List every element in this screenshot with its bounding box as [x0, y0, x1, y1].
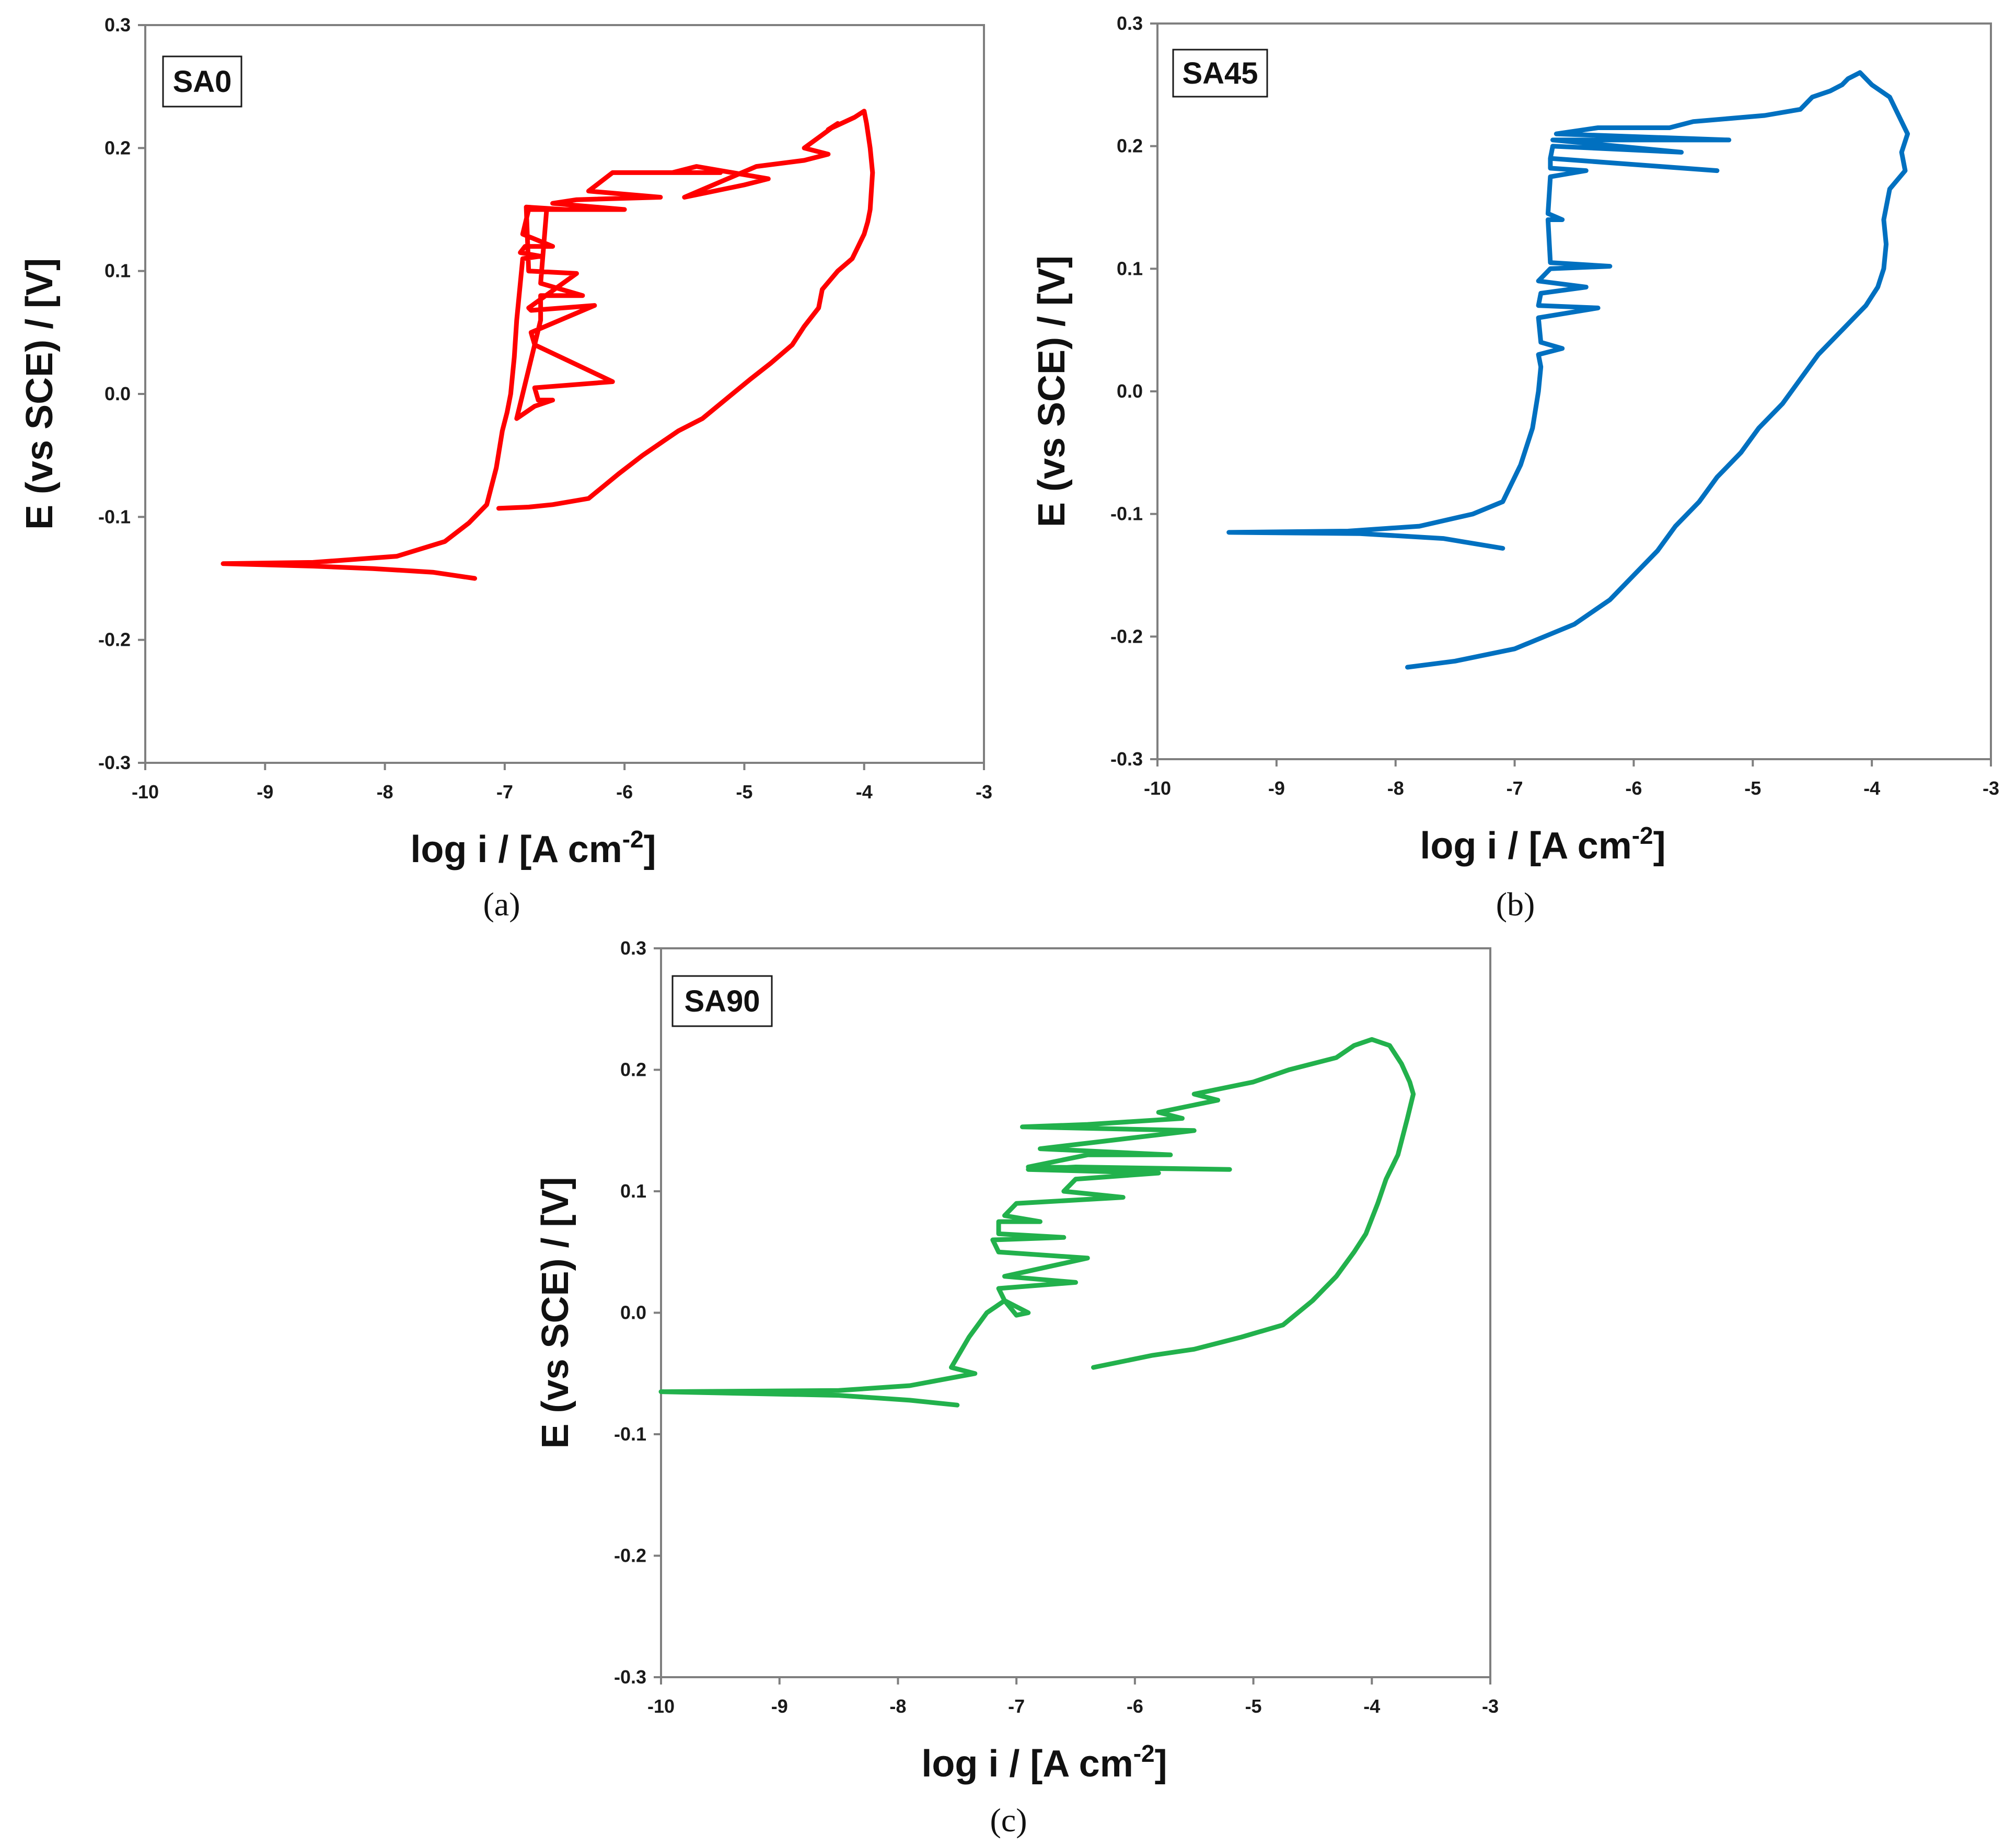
x-tick-label: -3: [1482, 1695, 1499, 1717]
x-tick-label: -8: [1387, 777, 1404, 799]
sample-tag: SA0: [173, 65, 232, 99]
sample-tag: SA45: [1182, 56, 1258, 90]
x-tick-label: -10: [132, 781, 159, 803]
x-tick-label: -4: [856, 781, 873, 803]
panel-b: -10 -9 -8 -7 -6 -5 -4 -3 -0.3 -0.2 -0.1 0.0 0.1 0.2 0.…: [1031, 13, 1999, 923]
y-tick-label: -0.2: [614, 1545, 646, 1566]
sample-tag-box: [671, 975, 773, 1027]
x-axis-label: log i / [A cm-2]: [921, 1740, 1167, 1785]
y-tick-label: -0.2: [1110, 625, 1143, 647]
y-tick-label: 0.3: [105, 14, 131, 36]
panel-caption: (a): [483, 886, 520, 923]
panel-c: -10 -9 -8 -7 -6 -5 -4 -3 -0.3 -0.2 -0.1 0.0 0.1 0.2 0.…: [535, 937, 1499, 1839]
x-tick-label: -5: [1245, 1695, 1262, 1717]
panel-caption: (b): [1496, 886, 1535, 923]
y-tick-label: 0.3: [620, 937, 646, 959]
panel-caption: (c): [990, 1802, 1027, 1839]
x-tick-label: -5: [1744, 777, 1761, 799]
y-tick-label: 0.2: [620, 1059, 646, 1081]
y-tick-label: -0.3: [614, 1666, 646, 1688]
y-tick-label: 0.2: [1117, 135, 1143, 157]
sample-tag-box: [1172, 49, 1268, 98]
x-tick-label: -7: [496, 781, 513, 803]
x-tick-label: -10: [647, 1695, 675, 1717]
series-line-sa0: [221, 109, 875, 581]
x-tick-label: -8: [377, 781, 393, 803]
sample-tag-box: [162, 55, 242, 108]
x-axis-label: log i / [A cm-2]: [1420, 822, 1665, 867]
y-tick-label: 0.3: [1117, 13, 1143, 34]
x-tick-label: -4: [1863, 777, 1880, 799]
x-tick-label: -10: [1144, 777, 1171, 799]
y-tick-label: 0.1: [1117, 258, 1143, 279]
sample-tag: SA90: [684, 984, 760, 1018]
x-tick-label: -5: [736, 781, 752, 803]
y-axis-label: E (vs SCE) / [V]: [1031, 255, 1073, 527]
y-axis-label: E (vs SCE) / [V]: [535, 1177, 576, 1448]
x-tick-label: -6: [1127, 1695, 1143, 1717]
panel-a: -10 -9 -8 -7 -6 -5 -4 -3 -0.3 -0.2 -0.1 0.0 0.1 0.2 0.…: [19, 14, 992, 923]
x-tick-label: -6: [1625, 777, 1642, 799]
y-tick-label: -0.3: [98, 752, 131, 773]
x-tick-label: -9: [771, 1695, 788, 1717]
series-line-sa45: [1226, 70, 1910, 670]
y-tick-label: 0.0: [105, 383, 131, 404]
x-tick-label: -3: [976, 781, 992, 803]
x-tick-label: -3: [1983, 777, 1999, 799]
x-tick-label: -4: [1363, 1695, 1380, 1717]
series-line-sa90: [658, 1037, 1416, 1408]
y-tick-label: 0.0: [1117, 380, 1143, 402]
y-tick-label: -0.2: [98, 629, 131, 650]
x-tick-label: -9: [257, 781, 273, 803]
y-axis-label: E (vs SCE) / [V]: [19, 258, 61, 530]
y-tick-label: -0.1: [98, 506, 131, 527]
x-tick-label: -9: [1268, 777, 1285, 799]
x-tick-label: -7: [1507, 777, 1523, 799]
y-tick-label: -0.1: [614, 1423, 646, 1445]
y-tick-label: 0.2: [105, 137, 131, 158]
x-tick-label: -8: [889, 1695, 906, 1717]
y-tick-label: 0.1: [620, 1180, 646, 1202]
y-tick-label: 0.0: [620, 1302, 646, 1323]
y-tick-label: -0.3: [1110, 748, 1143, 770]
x-axis-label: log i / [A cm-2]: [410, 826, 656, 870]
x-tick-label: -6: [616, 781, 633, 803]
y-tick-label: -0.1: [1110, 503, 1143, 525]
x-tick-label: -7: [1008, 1695, 1025, 1717]
y-tick-label: 0.1: [105, 260, 131, 282]
